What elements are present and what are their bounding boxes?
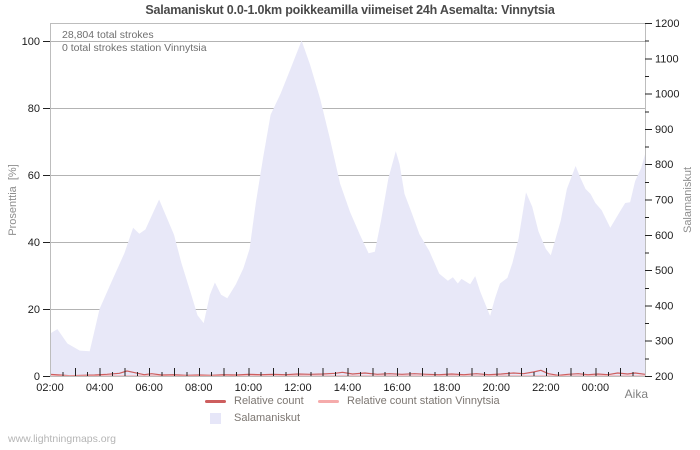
svg-text:40: 40 [28,237,40,249]
svg-text:400: 400 [655,300,673,312]
svg-text:20:00: 20:00 [482,382,510,394]
legend-item-salamaniskut: Salamaniskut [205,412,300,424]
y-axis-label-left: Prosenttia [%] [7,164,19,236]
legend-item-relative-count-station: Relative count station Vinnytsia [318,395,500,407]
watermark: www.lightningmaps.org [8,433,116,445]
svg-text:08:00: 08:00 [185,382,213,394]
legend-label: Salamaniskut [234,412,301,424]
x-axis-label: Aika [624,387,648,401]
svg-text:200: 200 [655,371,673,383]
svg-text:12:00: 12:00 [284,382,312,394]
svg-text:80: 80 [28,103,40,115]
svg-text:60: 60 [28,170,40,182]
svg-text:00:00: 00:00 [582,382,610,394]
svg-text:18:00: 18:00 [433,382,461,394]
svg-text:300: 300 [655,336,673,348]
svg-text:600: 600 [655,230,673,242]
legend-item-relative-count: Relative count [205,395,304,407]
annotation-total-strokes: 28,804 total strokes [62,29,154,41]
legend-line-swatch-relative-count [205,399,226,403]
svg-text:14:00: 14:00 [334,382,362,394]
svg-text:1200: 1200 [655,18,679,30]
svg-text:500: 500 [655,265,673,277]
svg-text:10:00: 10:00 [235,382,263,394]
svg-text:1100: 1100 [655,53,679,65]
svg-text:22:00: 22:00 [532,382,560,394]
legend-line-swatch-station [318,399,339,403]
svg-text:700: 700 [655,195,673,207]
svg-text:20: 20 [28,304,40,316]
svg-text:02:00: 02:00 [36,382,64,394]
svg-text:06:00: 06:00 [135,382,163,394]
legend-area-swatch-salamaniskut [205,412,226,424]
svg-text:04:00: 04:00 [86,382,114,394]
y-axis-label-right: Salamaniskut [682,166,694,234]
svg-text:900: 900 [655,124,673,136]
svg-text:800: 800 [655,159,673,171]
svg-text:0: 0 [34,371,40,383]
svg-text:1000: 1000 [655,89,679,101]
legend-label: Relative count [234,395,304,407]
svg-text:100: 100 [22,36,40,48]
annotation-station-strokes: 0 total strokes station Vinnytsia [62,42,207,54]
legend-label: Relative count station Vinnytsia [347,395,500,407]
svg-text:16:00: 16:00 [383,382,411,394]
chart-title: Salamaniskut 0.0-1.0km poikkeamilla viim… [145,3,555,17]
